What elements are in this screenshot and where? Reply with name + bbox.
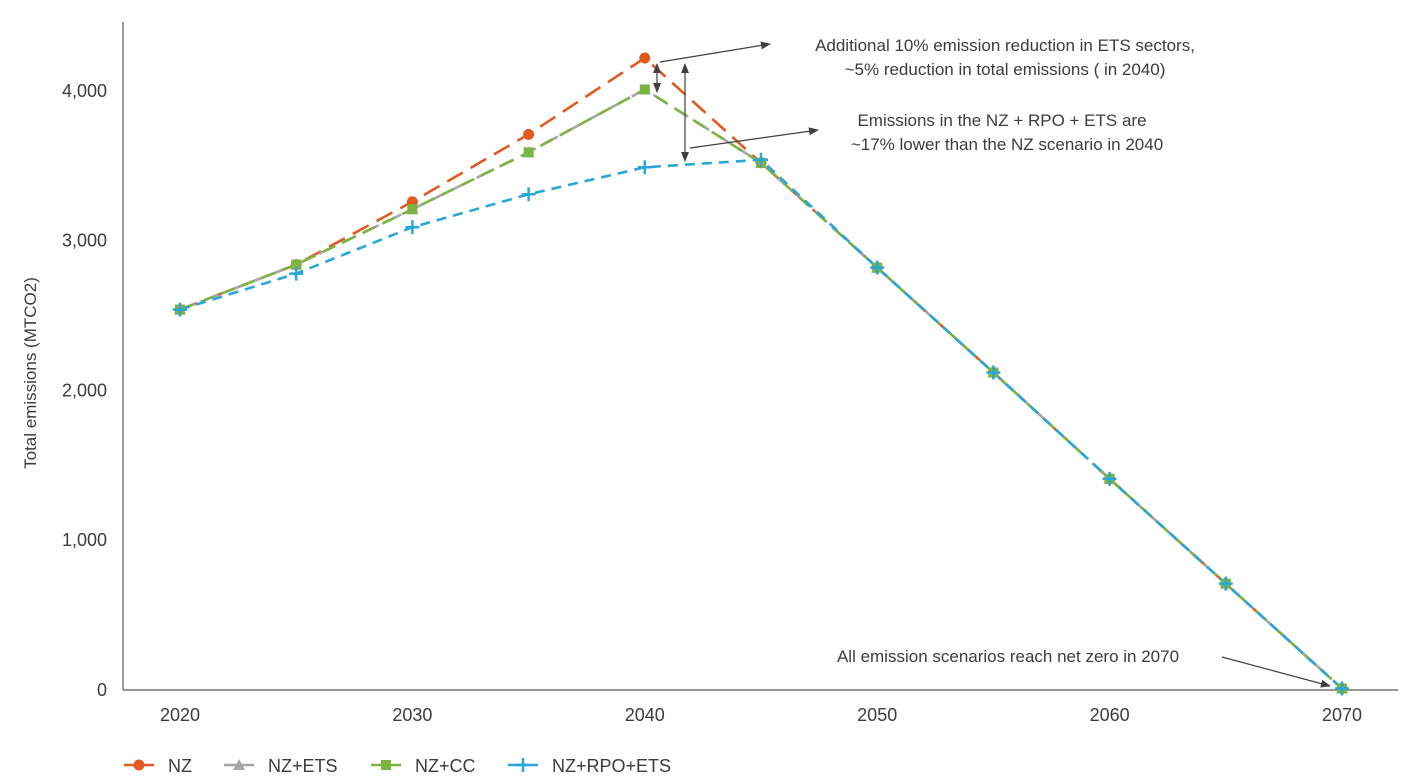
x-tick-label: 2030: [392, 705, 432, 725]
data-point-nz-cc: [639, 84, 650, 95]
ets-reduction-arrow: [659, 41, 771, 63]
net-zero-arrow: [1221, 656, 1331, 688]
data-point-nz-rpo-ets: [754, 152, 768, 167]
data-point-nz-rpo-ets: [521, 187, 536, 202]
data-point-nz-cc: [291, 259, 302, 270]
ets-reduction-annotation-line2: ~5% reduction in total emissions ( in 20…: [845, 60, 1166, 79]
y-tick-label: 4,000: [62, 81, 107, 101]
annotations: Additional 10% emission reduction in ETS…: [815, 36, 1195, 666]
y-tick-labels: 0 1,000 2,000 3,000 4,000: [62, 81, 107, 700]
legend-label: NZ: [168, 756, 192, 776]
legend-label: NZ+CC: [415, 756, 476, 776]
y-tick-label: 0: [97, 680, 107, 700]
data-point-nz-rpo-ets: [1335, 681, 1349, 696]
net-zero-annotation: All emission scenarios reach net zero in…: [837, 647, 1179, 666]
legend-swatch-marker: [381, 760, 391, 770]
data-point-nz-rpo-ets: [289, 266, 304, 281]
y-tick-label: 3,000: [62, 231, 107, 251]
data-point-nz-rpo-ets: [1218, 576, 1233, 591]
y-axis-title: Total emissions (MTCO2): [21, 277, 40, 469]
x-tick-label: 2070: [1322, 705, 1362, 725]
legend-label: NZ+ETS: [268, 756, 338, 776]
data-point-nz: [523, 128, 535, 140]
x-tick-label: 2020: [160, 705, 200, 725]
legend-item-nz-ets: NZ+ETS: [224, 756, 338, 776]
legend-label: NZ+RPO+ETS: [552, 756, 671, 776]
data-point-nz-rpo-ets: [637, 160, 652, 175]
rpo-reduction-arrow: [689, 127, 819, 149]
ets-reduction-annotation-line1: Additional 10% emission reduction in ETS…: [815, 36, 1195, 55]
data-point-nz-cc: [523, 147, 534, 158]
series-line-nz-rpo-ets: [179, 158, 1343, 690]
y-tick-label: 2,000: [62, 380, 107, 400]
annotation-arrows: [653, 41, 1331, 688]
data-point-nz-rpo-ets: [173, 302, 187, 317]
rpo-reduction-annotation-line1: Emissions in the NZ + RPO + ETS are: [857, 111, 1146, 130]
legend-item-nz-rpo-ets: NZ+RPO+ETS: [508, 756, 671, 776]
data-point-nz-rpo-ets: [870, 260, 885, 275]
series-line-nz: [179, 56, 1343, 690]
legend-swatch-marker: [516, 758, 530, 772]
series-line-nz-cc: [179, 87, 1343, 690]
x-tick-label: 2040: [625, 705, 665, 725]
x-tick-label: 2050: [857, 705, 897, 725]
data-point-nz: [639, 52, 651, 64]
data-point-nz-rpo-ets: [1102, 471, 1117, 486]
data-point-nz-rpo-ets: [986, 365, 1001, 380]
legend-swatch-marker: [133, 759, 145, 771]
data-point-nz-cc: [407, 204, 418, 215]
series-line-nz-ets: [179, 87, 1343, 690]
data-point-nz-rpo-ets: [405, 220, 420, 235]
legend-swatch-marker: [233, 759, 245, 770]
rpo-reduction-annotation-line2: ~17% lower than the NZ scenario in 2040: [851, 135, 1163, 154]
series-markers: [173, 52, 1349, 696]
series-lines: [179, 56, 1343, 690]
legend-item-nz-cc: NZ+CC: [371, 756, 476, 776]
x-tick-labels: 2020 2030 2040 2050 2060 2070: [160, 705, 1362, 725]
x-tick-label: 2060: [1090, 705, 1130, 725]
legend: NZ NZ+ETS NZ+CC NZ+RPO+ETS: [124, 756, 671, 776]
legend-item-nz: NZ: [124, 756, 192, 776]
y-tick-label: 1,000: [62, 530, 107, 550]
